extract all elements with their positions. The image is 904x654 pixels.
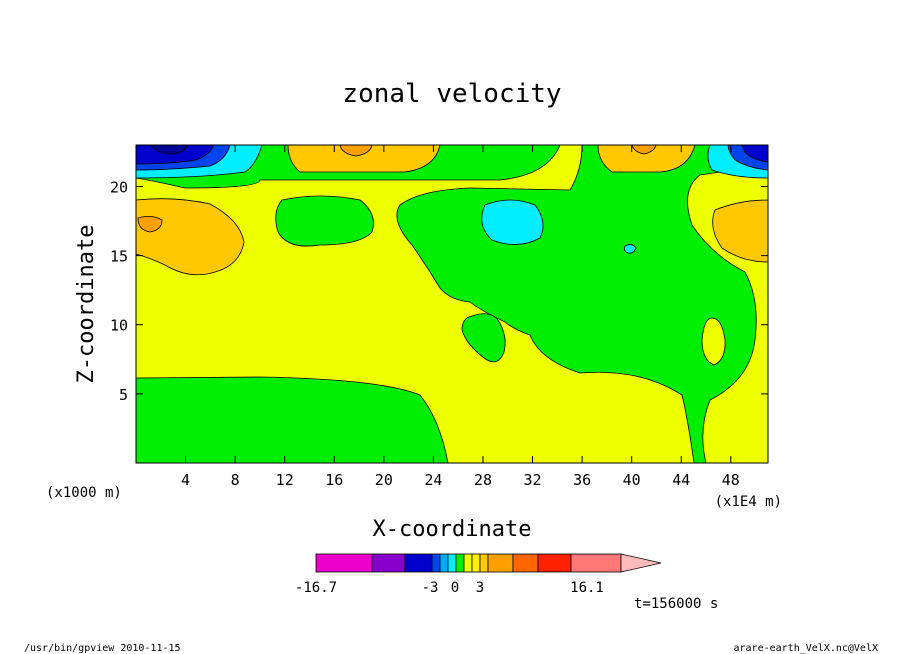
footer-right: arare-earth_VelX.nc@VelX [734, 643, 879, 654]
y-tick-label: 20 [110, 178, 128, 196]
contour-region-left-orange [135, 198, 245, 276]
chart-title: zonal velocity [342, 79, 561, 109]
contour-region-top-orange-2 [597, 144, 696, 173]
contour-field [135, 144, 769, 464]
colorbar-segment [315, 553, 373, 573]
colorbar-segment [471, 553, 481, 573]
colorbar-segment [371, 553, 406, 573]
x-tick-label: 44 [672, 471, 690, 489]
colorbar-segment [447, 553, 457, 573]
y-tick-label: 15 [110, 248, 128, 266]
contour-region-top-dark-orange-1 [339, 144, 373, 157]
x-tick-label: 4 [181, 471, 190, 489]
x-tick-label: 16 [325, 471, 343, 489]
contour-region-top-left-navy [149, 144, 189, 155]
colorbar: -3 0 3 [315, 553, 662, 596]
contour-region-lower-left-green [135, 376, 449, 464]
colorbar-arrow [620, 553, 662, 573]
colorbar-segment [512, 553, 539, 573]
plot-frame [135, 144, 769, 464]
y-tick-label: 10 [110, 317, 128, 335]
x-tick-label: 32 [524, 471, 542, 489]
colorbar-segment [439, 553, 449, 573]
colorbar-tick-label: 3 [476, 580, 484, 596]
x-axis-label: X-coordinate [373, 517, 532, 542]
colorbar-segment [479, 553, 489, 573]
contour-region-small-cyan-dot [624, 244, 637, 254]
contour-region-right-yellow-lens [701, 317, 726, 366]
x-tick-label: 40 [623, 471, 641, 489]
x-tick-label: 28 [474, 471, 492, 489]
time-label: t=156000 s [634, 596, 718, 612]
y-axis-label: Z-coordinate [74, 225, 99, 384]
contour-region-top-orange-3 [712, 199, 769, 263]
x-tick-label: 8 [231, 471, 240, 489]
colorbar-segment [463, 553, 473, 573]
x-tick-label: 12 [276, 471, 294, 489]
contour-region-left-dark-orange [137, 216, 163, 233]
y-scale-note: (x1000 m) [46, 485, 122, 501]
x-tick-label: 48 [722, 471, 740, 489]
footer-left: /usr/bin/gpview 2010-11-15 [24, 643, 181, 654]
colorbar-max-label: 16.1 [570, 580, 604, 596]
contour-region-mid-green-island [275, 195, 374, 247]
colorbar-segment [404, 553, 433, 573]
x-tick-label: 24 [424, 471, 442, 489]
colorbar-tick-label: 0 [451, 580, 459, 596]
colorbar-min-label: -16.7 [295, 580, 337, 596]
contour-region-small-green-island [461, 313, 506, 363]
x-tick-label: 20 [375, 471, 393, 489]
colorbar-segment [487, 553, 514, 573]
colorbar-segment [537, 553, 572, 573]
contour-region-cyan-blob [481, 199, 544, 245]
colorbar-segment [455, 553, 465, 573]
colorbar-tick-label: -3 [422, 580, 439, 596]
contour-region-top-orange-1 [287, 144, 441, 173]
x-tick-label: 36 [573, 471, 591, 489]
colorbar-segment [431, 553, 441, 573]
colorbar-segment [570, 553, 622, 573]
y-tick-label: 5 [119, 386, 128, 404]
contour-region-top-dark-orange-2 [631, 144, 657, 155]
x-scale-note: (x1E4 m) [715, 494, 782, 510]
